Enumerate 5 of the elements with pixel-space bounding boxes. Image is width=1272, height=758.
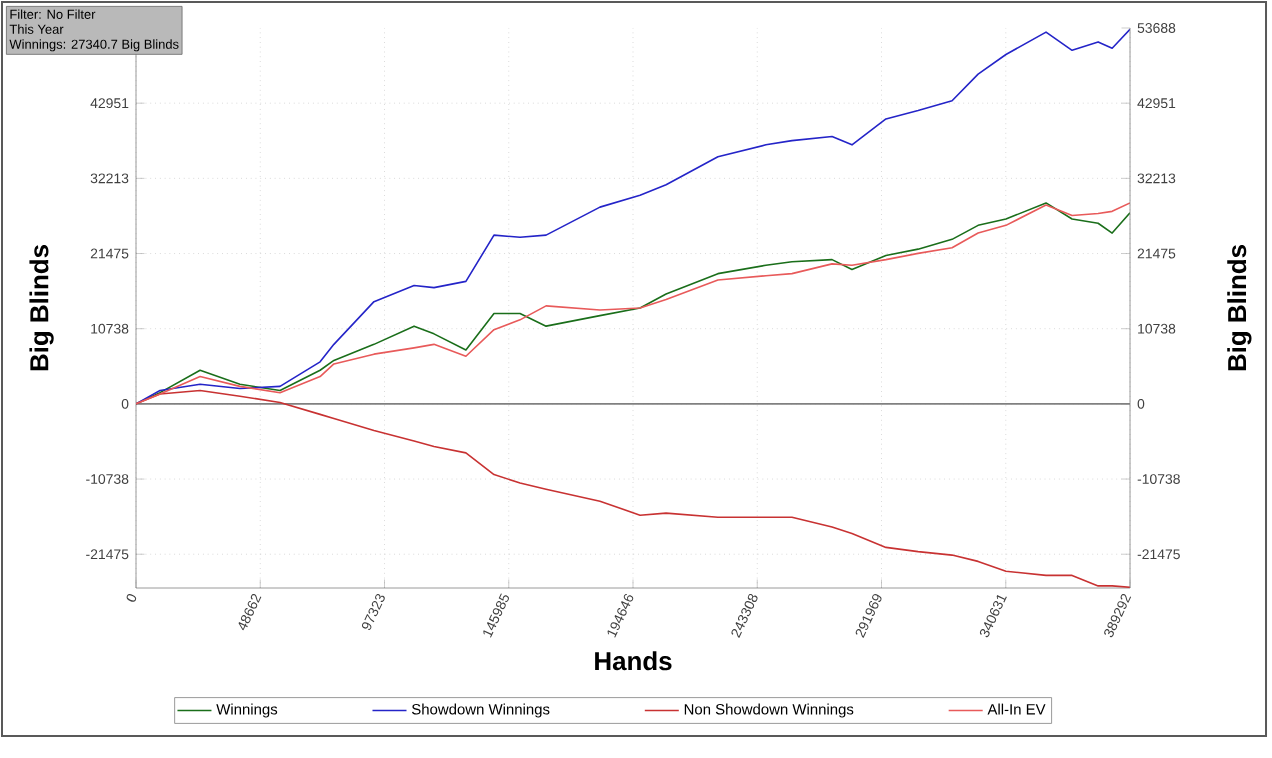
y2-axis-title: Big Blinds <box>1227 245 1252 371</box>
x-axis-title: Hands <box>595 651 672 671</box>
y-axis-title: Big Blinds <box>29 245 54 371</box>
line-series <box>136 202 1131 405</box>
line-series <box>136 28 1131 405</box>
